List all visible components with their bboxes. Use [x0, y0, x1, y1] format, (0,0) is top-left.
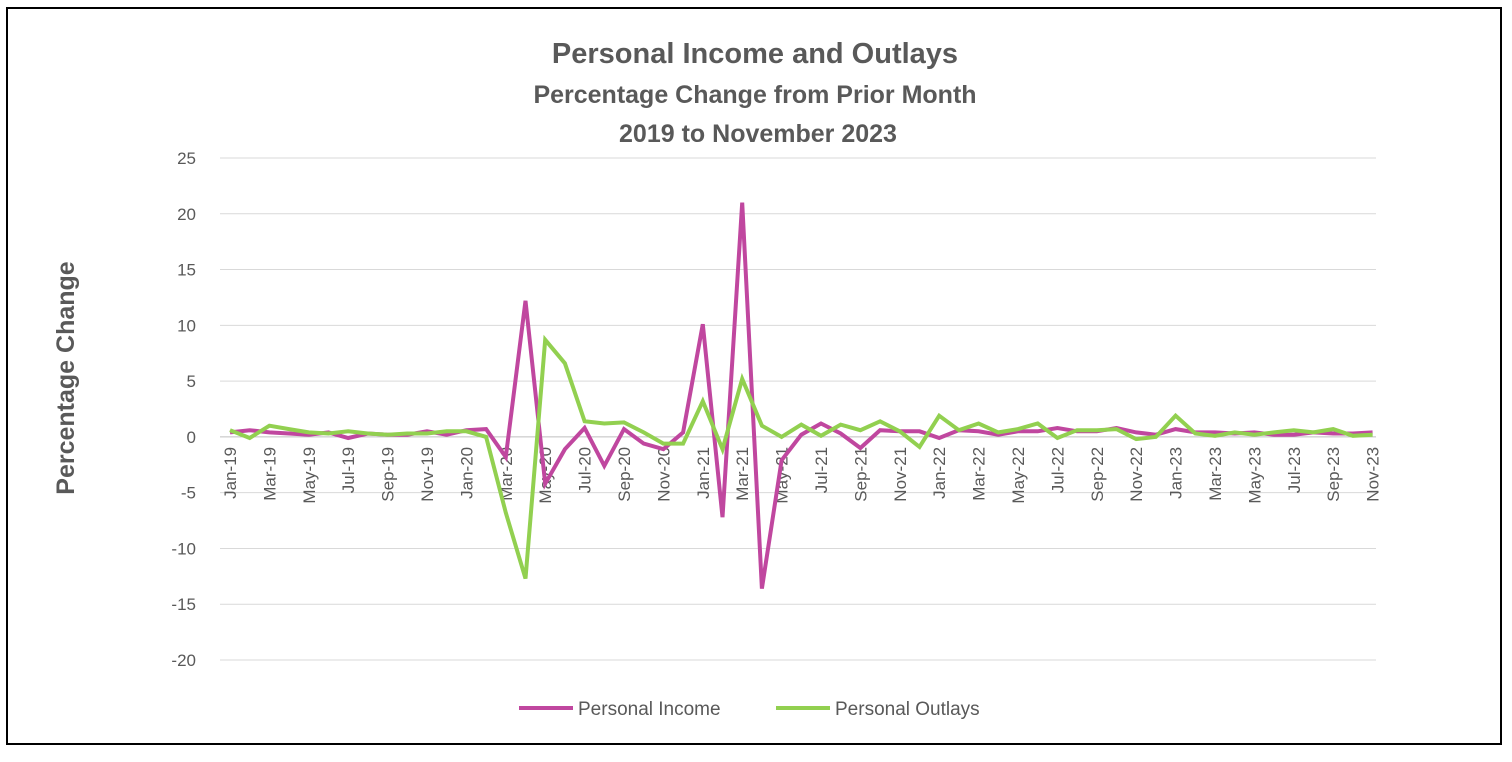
legend-label-personal-income: Personal Income — [578, 699, 721, 720]
legend-label-personal-outlays: Personal Outlays — [835, 699, 980, 720]
y-tick-label: 25 — [177, 149, 196, 168]
x-tick-label: Mar-22 — [970, 447, 989, 501]
x-tick-label: Jul-22 — [1048, 447, 1067, 493]
x-tick-label: Jan-20 — [457, 447, 476, 499]
x-tick-label: Jan-21 — [694, 447, 713, 499]
y-tick-label: 20 — [177, 205, 196, 224]
x-tick-label: Jan-23 — [1167, 447, 1186, 499]
chart-subtitle-line-1: Percentage Change from Prior Month — [533, 81, 976, 109]
chart-title: Personal Income and Outlays — [552, 38, 958, 70]
gridlines — [220, 157, 1376, 661]
y-tick-label: 5 — [187, 372, 196, 391]
chart-frame — [6, 7, 1502, 745]
x-tick-label: Sep-20 — [615, 447, 634, 502]
series-lines — [229, 202, 1373, 589]
x-tick-label: Mar-19 — [260, 447, 279, 501]
x-tick-label: Jul-21 — [812, 447, 831, 493]
x-tick-label: Nov-22 — [1127, 447, 1146, 502]
y-tick-label: -10 — [171, 539, 196, 558]
x-tick-label: Jan-22 — [930, 447, 949, 499]
x-tick-label: Jul-20 — [576, 447, 595, 493]
x-tick-label: Jul-23 — [1285, 447, 1304, 493]
y-tick-label: -5 — [181, 484, 196, 503]
x-tick-label: Sep-19 — [379, 447, 398, 502]
series-line-personal-outlays — [229, 334, 1373, 580]
x-tick-label: Nov-23 — [1364, 447, 1383, 502]
x-axis-ticks: Jan-19 Mar-19 May-19 Jul-19 Sep-19 Nov-19 Jan-… — [221, 447, 1383, 504]
y-axis-ticks: -20 -15 -10 -5 0 5 10 15 20 25 — [171, 149, 196, 670]
x-tick-label: Nov-21 — [891, 447, 910, 502]
y-tick-label: 10 — [177, 316, 196, 335]
y-tick-label: -20 — [171, 651, 196, 670]
x-tick-label: Sep-21 — [851, 447, 870, 502]
chart-subtitle-line-2: 2019 to November 2023 — [619, 120, 897, 148]
x-tick-label: May-19 — [300, 447, 319, 504]
legend: Personal Income Personal Outlays — [519, 699, 980, 720]
x-tick-label: Mar-21 — [733, 447, 752, 501]
x-tick-label: Sep-22 — [1088, 447, 1107, 502]
x-tick-label: Mar-20 — [497, 447, 516, 501]
x-tick-label: Sep-23 — [1324, 447, 1343, 502]
x-tick-label: Jan-19 — [221, 447, 240, 499]
series-line-personal-income — [229, 202, 1373, 589]
x-tick-label: May-22 — [1009, 447, 1028, 504]
y-tick-label: 0 — [187, 428, 196, 447]
x-tick-label: Nov-19 — [418, 447, 437, 502]
y-tick-label: -15 — [171, 595, 196, 614]
x-tick-label: Nov-20 — [654, 447, 673, 502]
x-tick-label: Jul-19 — [339, 447, 358, 493]
y-tick-label: 15 — [177, 261, 196, 280]
x-tick-label: Mar-23 — [1206, 447, 1225, 501]
x-tick-label: May-23 — [1245, 447, 1264, 504]
y-axis-title: Percentage Change — [52, 261, 80, 495]
